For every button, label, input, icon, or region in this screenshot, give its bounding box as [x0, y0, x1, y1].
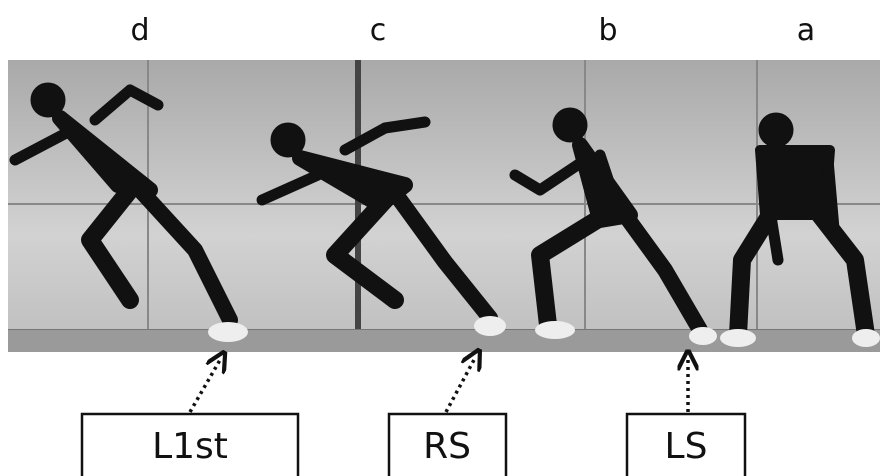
panel-label: d — [130, 13, 149, 48]
arrow — [446, 358, 475, 412]
callout-label: L1st — [152, 426, 228, 467]
callout-label: RS — [423, 426, 471, 467]
panel-label: b — [598, 13, 617, 48]
arrows — [190, 358, 688, 412]
arrow — [190, 360, 220, 412]
photo-strip — [8, 60, 880, 352]
callout-label: LS — [665, 426, 708, 467]
panel-label: a — [797, 13, 815, 48]
figure: d c b a L1st RS LS — [0, 0, 880, 476]
panel-label: c — [370, 13, 387, 48]
